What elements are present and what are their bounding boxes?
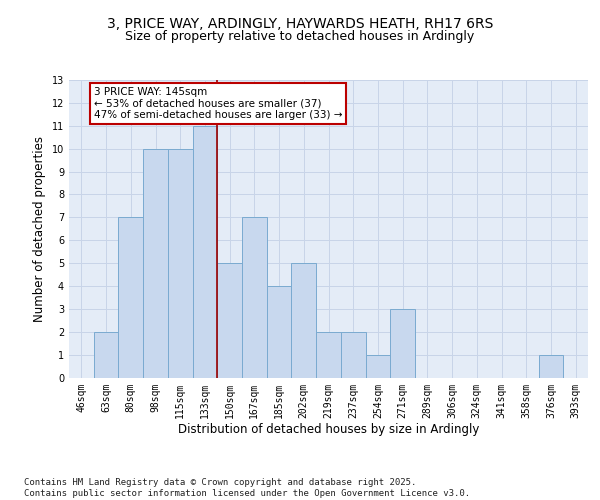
Bar	[242, 218, 267, 378]
Bar	[341, 332, 365, 378]
Text: 3, PRICE WAY, ARDINGLY, HAYWARDS HEATH, RH17 6RS: 3, PRICE WAY, ARDINGLY, HAYWARDS HEATH, …	[107, 18, 493, 32]
Y-axis label: Number of detached properties: Number of detached properties	[33, 136, 46, 322]
Bar	[539, 354, 563, 378]
Bar	[316, 332, 341, 378]
Bar	[193, 126, 217, 378]
Text: 3 PRICE WAY: 145sqm
← 53% of detached houses are smaller (37)
47% of semi-detach: 3 PRICE WAY: 145sqm ← 53% of detached ho…	[94, 87, 342, 120]
Bar	[94, 332, 118, 378]
Text: Contains HM Land Registry data © Crown copyright and database right 2025.
Contai: Contains HM Land Registry data © Crown c…	[24, 478, 470, 498]
X-axis label: Distribution of detached houses by size in Ardingly: Distribution of detached houses by size …	[178, 423, 479, 436]
Bar	[365, 354, 390, 378]
Bar	[143, 148, 168, 378]
Bar	[168, 148, 193, 378]
Bar	[118, 218, 143, 378]
Bar	[267, 286, 292, 378]
Bar	[292, 263, 316, 378]
Bar	[390, 309, 415, 378]
Text: Size of property relative to detached houses in Ardingly: Size of property relative to detached ho…	[125, 30, 475, 43]
Bar	[217, 263, 242, 378]
